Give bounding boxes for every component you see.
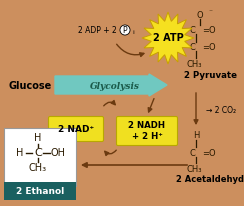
Text: 2 ADP + 2: 2 ADP + 2	[78, 26, 117, 34]
FancyBboxPatch shape	[4, 128, 76, 186]
Text: Glycolysis: Glycolysis	[90, 82, 140, 90]
Text: =O: =O	[202, 26, 216, 34]
Text: 2 NADH
+ 2 H⁺: 2 NADH + 2 H⁺	[129, 121, 165, 141]
FancyArrow shape	[55, 74, 167, 96]
FancyBboxPatch shape	[116, 117, 177, 145]
Text: 2 Pyruvate: 2 Pyruvate	[184, 71, 237, 81]
Text: Glucose: Glucose	[8, 81, 52, 91]
Text: CH₃: CH₃	[186, 60, 202, 69]
Text: C: C	[189, 42, 195, 52]
Text: H: H	[16, 148, 24, 158]
Text: 2 ATP: 2 ATP	[153, 33, 183, 43]
Text: H: H	[193, 131, 199, 140]
Text: =O: =O	[202, 42, 216, 52]
Text: C: C	[189, 26, 195, 34]
Text: C: C	[34, 148, 42, 158]
Text: CH₃: CH₃	[29, 163, 47, 173]
Polygon shape	[142, 12, 194, 64]
Text: O: O	[197, 11, 203, 20]
Text: C: C	[189, 149, 195, 158]
Text: H: H	[34, 133, 42, 143]
Text: P: P	[123, 26, 127, 34]
Text: =O: =O	[202, 149, 216, 158]
FancyBboxPatch shape	[49, 117, 103, 142]
Text: 2 Acetaldehyde: 2 Acetaldehyde	[176, 176, 244, 185]
Text: OH: OH	[51, 148, 65, 158]
Text: 2 Ethanol: 2 Ethanol	[16, 186, 64, 195]
Text: i: i	[132, 29, 134, 34]
Text: CH₃: CH₃	[186, 165, 202, 173]
Text: 2 NAD⁺: 2 NAD⁺	[58, 124, 94, 133]
Text: → 2 CO₂: → 2 CO₂	[206, 105, 236, 115]
Text: ⁻: ⁻	[208, 7, 212, 16]
FancyBboxPatch shape	[4, 182, 76, 200]
